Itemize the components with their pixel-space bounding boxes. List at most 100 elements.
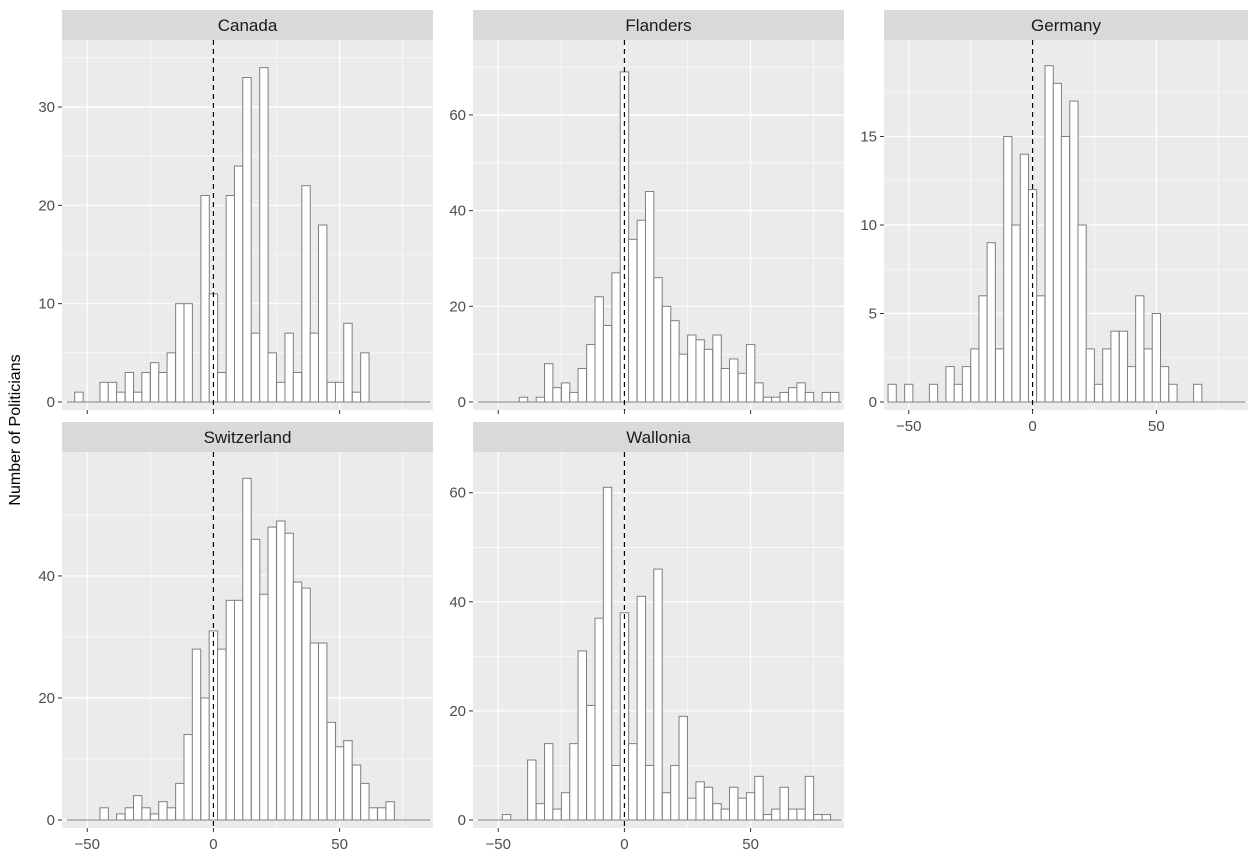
histogram-bar <box>74 391 84 403</box>
y-tick-label: 10 <box>38 296 55 313</box>
histogram-bar <box>116 391 126 403</box>
histogram-bar <box>796 808 806 821</box>
y-tick-label: 15 <box>860 129 877 146</box>
histogram-bar <box>703 786 714 821</box>
histogram-bar <box>653 277 663 403</box>
histogram-bar <box>560 382 571 403</box>
histogram-bar <box>1019 153 1030 403</box>
histogram-bar <box>501 814 512 821</box>
histogram-bar <box>1159 366 1170 403</box>
histogram-bar <box>1060 136 1071 403</box>
histogram-bar <box>821 814 832 821</box>
histogram-bar <box>754 382 764 403</box>
histogram-bar <box>737 372 747 403</box>
y-tick-label: 20 <box>449 298 466 315</box>
x-tick-label: 0 <box>209 836 217 853</box>
histogram-bar <box>360 782 370 821</box>
histogram-bar <box>351 391 362 403</box>
facet-canada: Canada 0 10 20 30 <box>38 10 433 414</box>
histogram-bar <box>267 526 277 821</box>
histogram-bar <box>518 396 529 403</box>
histogram-bar <box>745 344 756 403</box>
histogram-bar <box>326 721 336 821</box>
histogram-bar <box>107 381 118 403</box>
y-tick-label: 0 <box>47 812 55 829</box>
histogram-bar <box>754 775 764 821</box>
histogram-bar <box>779 786 789 821</box>
histogram-bar <box>720 808 731 821</box>
histogram-bar <box>292 372 303 403</box>
histogram-bar <box>577 650 587 821</box>
histogram-bar <box>687 797 697 821</box>
histogram-bar <box>544 743 554 821</box>
histogram-bar <box>360 352 370 403</box>
x-tick-label: 50 <box>331 836 348 853</box>
histogram-bar <box>368 807 378 821</box>
histogram-bar <box>970 348 980 403</box>
histogram-bar <box>560 792 571 821</box>
histogram-bar <box>788 387 798 403</box>
histogram-bar <box>602 486 613 821</box>
histogram-bar <box>796 382 806 403</box>
histogram-bar <box>804 775 815 821</box>
histogram-bar <box>1118 330 1129 403</box>
histogram-bar <box>217 372 227 403</box>
histogram-bar <box>569 743 579 821</box>
histogram-bar <box>552 387 562 403</box>
histogram-bar <box>158 801 168 821</box>
histogram-bar <box>1193 383 1203 403</box>
histogram-bar <box>225 599 236 821</box>
x-tick-label: 50 <box>1148 418 1165 435</box>
histogram-bar <box>1003 136 1013 403</box>
histogram-bar <box>544 363 554 403</box>
histogram-bar <box>594 617 604 821</box>
histogram-bar <box>284 532 294 821</box>
histogram-bar <box>99 381 109 403</box>
histogram-bar <box>804 391 815 403</box>
histogram-bar <box>712 334 722 403</box>
histogram-bar <box>259 593 269 821</box>
histogram-bar <box>326 381 336 403</box>
y-tick-label: 20 <box>38 197 55 214</box>
facet-strip-canada <box>62 10 433 40</box>
histogram-bar <box>552 808 562 821</box>
histogram-bar <box>141 807 151 821</box>
histogram-bar <box>309 332 320 403</box>
histogram-bar <box>986 242 996 403</box>
histogram-bar <box>712 803 722 821</box>
histogram-bar <box>1135 295 1145 403</box>
histogram-bar <box>1102 348 1112 403</box>
histogram-bar <box>225 195 236 403</box>
histogram-bar <box>611 764 621 821</box>
x-tick-label: −50 <box>486 836 511 853</box>
x-tick-label: 0 <box>620 836 628 853</box>
x-tick-label: 0 <box>1028 418 1036 435</box>
histogram-bar <box>343 740 353 821</box>
histogram-bar <box>1085 348 1095 403</box>
histogram-bar <box>116 813 126 821</box>
histogram-bar <box>813 814 823 821</box>
histogram-bar <box>1011 224 1021 403</box>
histogram-bar <box>276 381 286 403</box>
histogram-bar <box>636 219 647 403</box>
histogram-bar <box>1110 330 1120 403</box>
histogram-bar <box>661 792 672 821</box>
histogram-bar <box>149 362 160 403</box>
facet-title-switzerland: Switzerland <box>204 428 292 447</box>
histogram-bar <box>737 797 747 821</box>
histogram-bar <box>762 396 773 403</box>
histogram-bar <box>703 348 714 403</box>
histogram-bar <box>343 322 353 403</box>
histogram-bar <box>953 383 963 403</box>
y-tick-label: 40 <box>449 594 466 611</box>
histogram-bar <box>318 642 328 821</box>
histogram-bar <box>124 372 135 403</box>
histogram-bar <box>644 764 655 821</box>
histogram-bar <box>1036 295 1046 403</box>
facet-strip-switzerland <box>62 422 433 452</box>
histogram-bar <box>887 383 897 403</box>
histogram-bar <box>377 807 387 821</box>
histogram-bar <box>133 391 143 403</box>
